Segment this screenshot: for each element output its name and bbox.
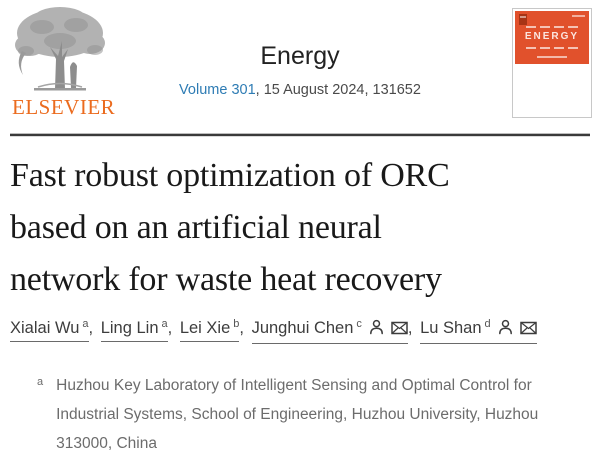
cover-topics-row bbox=[515, 26, 589, 28]
affiliation-line: 313000, China bbox=[56, 435, 157, 452]
author-affiliation-sup: c bbox=[356, 318, 362, 330]
corresponding-author-email-icon[interactable] bbox=[519, 321, 537, 340]
author-list: Xialai Wu a, Ling Lin a, Lei Xie b, Junghui… bbox=[10, 318, 590, 344]
author-separator: , bbox=[167, 319, 177, 337]
journal-title: Energy bbox=[260, 42, 340, 70]
journal-header: ELSEVIER Energy Volume 301, 15 August 20… bbox=[0, 0, 600, 133]
author-name: Xialai Wu bbox=[10, 319, 80, 337]
elsevier-logo[interactable]: ELSEVIER bbox=[12, 5, 116, 119]
author-affiliation-sup: a bbox=[82, 318, 89, 330]
author-separator: , bbox=[88, 319, 98, 337]
article-title: Fast robust optimization of ORC based on… bbox=[10, 150, 590, 306]
author-affiliation-sup: b bbox=[233, 318, 240, 330]
author-name: Ling Lin bbox=[100, 319, 159, 337]
cover-subtitle-line bbox=[537, 56, 567, 58]
affiliation: a Huzhou Key Laboratory of Intelligent S… bbox=[10, 371, 590, 458]
affiliation-sup: a bbox=[37, 376, 44, 388]
author-profile-icon[interactable] bbox=[498, 319, 513, 340]
elsevier-wordmark: ELSEVIER bbox=[12, 95, 116, 119]
journal-info: Energy Volume 301, 15 August 2024, 13165… bbox=[179, 42, 421, 98]
author-name: Lei Xie bbox=[179, 319, 231, 337]
header-divider bbox=[10, 133, 590, 137]
author-link-lu-shan[interactable]: Lu Shan d bbox=[420, 318, 537, 344]
article-front-matter: Fast robust optimization of ORC based on… bbox=[0, 150, 600, 458]
volume-link[interactable]: Volume 301 bbox=[179, 82, 256, 98]
corresponding-author-email-icon[interactable] bbox=[391, 321, 408, 340]
affiliation-text: Huzhou Key Laboratory of Intelligent Sen… bbox=[56, 371, 538, 458]
author-link-ling-lin[interactable]: Ling Lin a bbox=[100, 318, 168, 342]
author-profile-icon[interactable] bbox=[369, 319, 384, 340]
affiliation-line: Industrial Systems, School of Engineerin… bbox=[56, 406, 539, 423]
author-link-junghui-chen[interactable]: Junghui Chen c bbox=[251, 318, 408, 344]
issue-line: Volume 301, 15 August 2024, 131652 bbox=[179, 82, 421, 98]
author-name: Junghui Chen bbox=[251, 319, 354, 337]
elsevier-tree-icon bbox=[12, 5, 108, 95]
title-line: network for waste heat recovery bbox=[10, 261, 442, 298]
title-line: Fast robust optimization of ORC bbox=[10, 157, 450, 194]
journal-cover-thumbnail[interactable]: ENERGY bbox=[512, 8, 592, 118]
author-affiliation-sup: d bbox=[484, 318, 491, 330]
title-line: based on an artificial neural bbox=[10, 209, 382, 246]
cover-publisher-mark bbox=[519, 14, 527, 25]
issue-date-text: , 15 August 2024, 131652 bbox=[255, 82, 421, 98]
affiliation-line: Huzhou Key Laboratory of Intelligent Sen… bbox=[56, 377, 532, 394]
author-separator: , bbox=[239, 319, 249, 337]
cover-issue-text bbox=[572, 15, 585, 17]
author-link-lei-xie[interactable]: Lei Xie b bbox=[179, 318, 240, 342]
author-affiliation-sup: a bbox=[161, 318, 168, 330]
cover-orange-panel: ENERGY bbox=[515, 11, 589, 64]
author-separator: , bbox=[407, 319, 418, 337]
cover-journal-title: ENERGY bbox=[524, 31, 580, 42]
author-name: Lu Shan bbox=[420, 319, 482, 337]
author-link-xialai-wu[interactable]: Xialai Wu a bbox=[10, 318, 89, 342]
cover-topics-row bbox=[515, 47, 589, 49]
